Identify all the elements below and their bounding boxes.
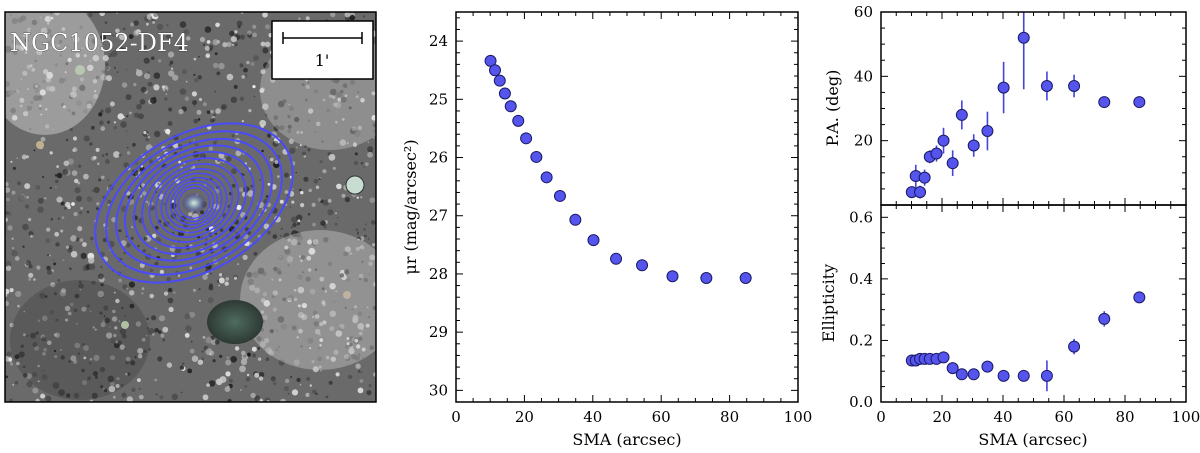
image-frame: [4, 11, 377, 403]
data-point: [666, 270, 679, 283]
x-tick-label: 80: [720, 408, 739, 426]
data-point: [937, 351, 950, 364]
data-point: [1040, 79, 1053, 92]
companion-galaxy: [207, 300, 263, 344]
scale-bar-box: 1': [271, 20, 374, 80]
y-tick-label: 40: [854, 67, 873, 85]
surface-brightness-xlabel: SMA (arcsec): [572, 430, 681, 449]
surface-brightness-points: [484, 54, 752, 285]
y-tick-label: 25: [429, 90, 448, 108]
x-tick-label: 60: [1054, 408, 1073, 426]
data-point: [504, 100, 517, 113]
data-point: [530, 150, 543, 163]
data-point: [739, 272, 752, 285]
data-point: [512, 114, 525, 127]
x-tick-label: 20: [932, 408, 951, 426]
x-tick-label: 40: [993, 408, 1012, 426]
position-angle-ylabel: P.A. (deg): [823, 70, 842, 147]
data-point: [937, 134, 950, 147]
y-tick-label: 0.0: [849, 393, 873, 411]
y-tick-label: 26: [429, 149, 448, 167]
isophote-ellipses: [94, 122, 294, 284]
data-point: [1040, 369, 1053, 382]
star: [36, 141, 44, 149]
data-point: [520, 132, 533, 145]
data-point: [493, 74, 506, 87]
data-point: [610, 252, 623, 265]
data-point: [997, 369, 1010, 382]
star: [343, 291, 351, 299]
surface-brightness-frame: [455, 11, 799, 403]
x-tick-label: 80: [1115, 408, 1134, 426]
data-point: [700, 272, 713, 285]
ellipticity-xlabel: SMA (arcsec): [978, 430, 1087, 449]
data-point: [981, 125, 994, 138]
star: [121, 321, 129, 329]
star: [75, 65, 85, 75]
y-tick-label: 0.2: [849, 331, 873, 349]
data-point: [914, 186, 927, 199]
data-point: [955, 368, 968, 381]
data-point: [540, 171, 553, 184]
data-point: [1017, 369, 1030, 382]
x-tick-label: 100: [784, 408, 813, 426]
x-tick-label: 100: [1172, 408, 1200, 426]
data-point: [488, 64, 501, 77]
galaxy-core: [182, 193, 206, 213]
y-tick-label: 28: [429, 265, 448, 283]
y-tick-label: 27: [429, 207, 448, 225]
data-point: [587, 234, 600, 247]
x-tick-label: 0: [876, 408, 886, 426]
surface-brightness-ylabel: μr (mag/arcsec²): [401, 139, 420, 274]
position-angle-panel: 20 40 60 P.A. (deg): [823, 3, 1187, 205]
data-point: [955, 108, 968, 121]
x-tick-label: 60: [652, 408, 671, 426]
data-point: [918, 171, 931, 184]
data-point: [967, 368, 980, 381]
ellipticity-ticks: 0 20 40 60 80 100 0.0 0.2 0.4 0.6: [849, 205, 1200, 426]
surface-brightness-ticks: 0 20 40 60 80 100 24 25 26 27 28 29 30: [429, 12, 812, 426]
data-point: [946, 157, 959, 170]
data-point: [997, 81, 1010, 94]
data-point: [1098, 96, 1111, 109]
ellipticity-panel: 0 20 40 60 80 100 0.0 0.2 0.4 0.6 SMA (arcsec) El…: [819, 205, 1200, 449]
data-point: [1098, 312, 1111, 325]
y-tick-label: 30: [429, 381, 448, 399]
data-point: [569, 213, 582, 226]
data-point: [981, 360, 994, 373]
data-point: [946, 362, 959, 375]
data-point: [1068, 79, 1081, 92]
x-tick-label: 0: [451, 408, 461, 426]
data-point: [1133, 96, 1146, 109]
y-tick-label: 20: [854, 132, 873, 150]
data-point: [1133, 291, 1146, 304]
scale-bar-label: 1': [315, 51, 330, 70]
x-tick-label: 40: [583, 408, 602, 426]
data-point: [967, 139, 980, 152]
bright-star: [345, 175, 365, 195]
y-tick-label: 60: [854, 3, 873, 21]
position-angle-points: [905, 12, 1146, 199]
y-tick-label: 24: [429, 32, 448, 50]
y-tick-label: 0.6: [849, 208, 873, 226]
galaxy-image-panel: NGC1052-DF4 1': [4, 11, 377, 403]
data-point: [1017, 31, 1030, 44]
data-point: [553, 189, 566, 202]
ellipticity-ylabel: Ellipticity: [819, 264, 838, 342]
ellipticity-points: [905, 291, 1146, 392]
data-point: [498, 87, 511, 100]
ellipticity-frame: [880, 204, 1187, 403]
x-tick-label: 20: [515, 408, 534, 426]
data-point: [930, 147, 943, 160]
y-tick-label: 0.4: [849, 270, 873, 288]
galaxy-name-label: NGC1052-DF4: [10, 29, 189, 57]
data-point: [1068, 340, 1081, 353]
data-point: [636, 259, 649, 272]
y-tick-label: 29: [429, 323, 448, 341]
